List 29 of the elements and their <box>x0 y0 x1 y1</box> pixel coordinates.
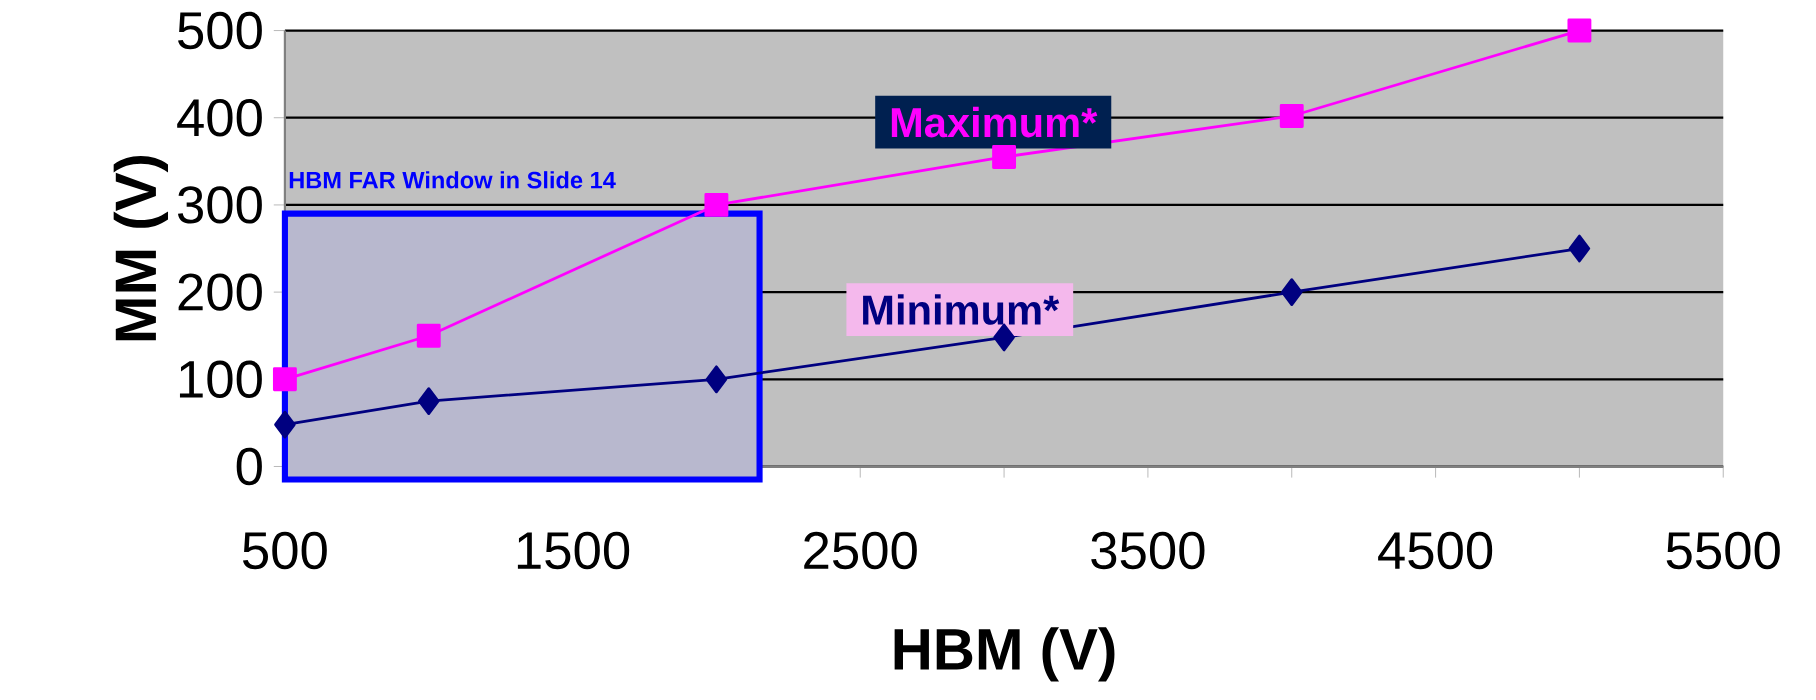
series-label: Minimum* <box>863 294 1060 325</box>
point <box>417 387 440 416</box>
point <box>1279 104 1304 129</box>
band-label: HBM FAR Window in Slide 14 <box>289 171 616 189</box>
x-tick-label: 2500 <box>804 531 917 570</box>
point <box>272 367 297 392</box>
point <box>274 410 296 439</box>
y-tick-label: 100 <box>179 360 262 399</box>
x-tick-label: 5500 <box>1666 531 1780 570</box>
y-tick-label: 200 <box>178 273 262 311</box>
x-tick-label: 1500 <box>517 531 630 570</box>
point <box>704 193 729 217</box>
point <box>1567 18 1592 43</box>
point <box>1280 278 1303 307</box>
point <box>416 323 441 348</box>
point <box>1568 234 1591 263</box>
y-tick-label: 500 <box>178 11 262 50</box>
y-tick-label: 400 <box>177 99 262 137</box>
y-axis-title: MM (V) <box>113 156 169 341</box>
point <box>993 323 1015 352</box>
point <box>992 145 1017 170</box>
x-tick-label: 500 <box>242 531 327 570</box>
y-tick-label: 300 <box>177 186 262 224</box>
x-tick-label: 3500 <box>1091 531 1205 570</box>
point <box>705 365 728 394</box>
x-tick-label: 4500 <box>1378 531 1493 570</box>
y-tick-label: 0 <box>236 447 262 486</box>
series-label: Maximum* <box>891 106 1098 138</box>
x-axis-title: HBM (V) <box>894 627 1115 682</box>
